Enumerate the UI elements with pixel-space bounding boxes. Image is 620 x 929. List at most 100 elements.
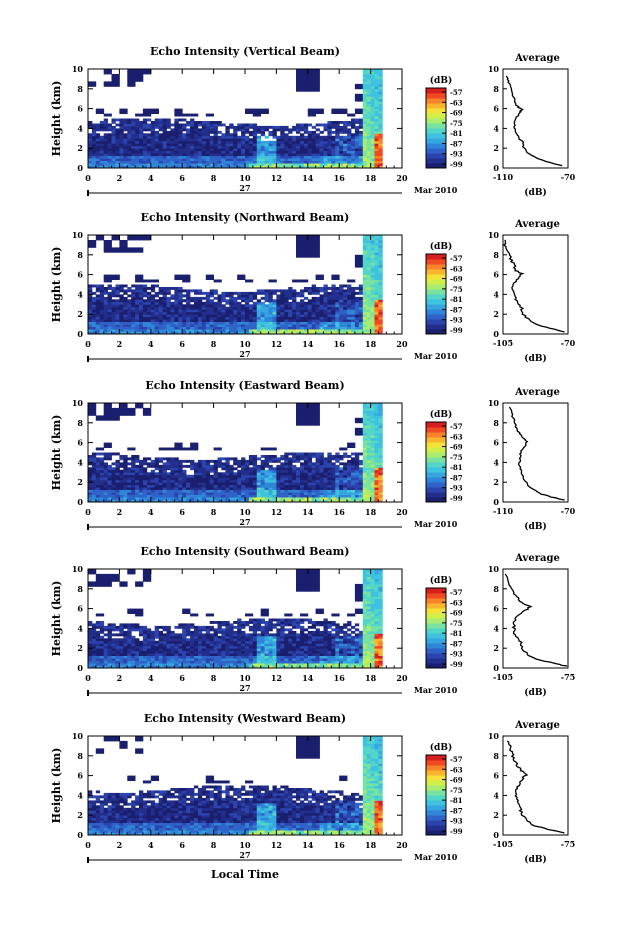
heatmap-cell [264,474,269,478]
heatmap-cell [296,249,301,253]
heatmap-cell [158,135,163,139]
heatmap-cell [354,259,360,263]
heatmap-cell [178,113,183,117]
heatmap-cell [186,296,191,300]
heatmap-cell [111,492,116,495]
heatmap-cell [95,145,101,149]
heatmap-cell [358,331,364,335]
heatmap-cell [241,163,246,166]
heatmap-cell [276,163,281,166]
y-tick-label: 8 [77,84,83,94]
heatmap-cell [127,492,132,495]
heatmap-cell [142,319,148,322]
heatmap-cell [139,311,144,315]
heatmap-cell [178,316,183,320]
heatmap-cell [284,304,289,308]
heatmap-cell [123,455,128,458]
heatmap-cell [366,133,371,137]
heatmap-cell [209,274,214,278]
heatmap-cell [370,252,375,256]
heatmap-cell [296,311,301,315]
heatmap-cell [292,497,297,500]
heatmap-cell [146,296,152,300]
heatmap-cell [166,304,171,308]
heatmap-cell [272,494,277,498]
heatmap-cell [146,123,152,127]
heatmap-cell [127,69,132,72]
avg-y-tick-label: 2 [493,309,499,319]
heatmap-cell [311,153,316,157]
heatmap-cell [103,306,108,310]
heatmap-cell [374,284,379,288]
heatmap-cell [166,153,171,157]
heatmap-cell [131,479,136,483]
heatmap-cell [311,240,316,243]
heatmap-cell [319,494,324,498]
heatmap-cell [260,291,265,295]
heatmap-cell [99,489,105,493]
heatmap-cell [315,145,320,149]
heatmap-cell [335,138,340,142]
heatmap-cell [91,306,97,310]
heatmap-cell [323,304,328,308]
heatmap-cell [343,148,348,152]
heatmap-cell [99,235,105,238]
heatmap-cell [146,484,152,488]
heatmap-cell [358,118,364,122]
heatmap-cell [319,309,324,313]
heatmap-cell [95,165,101,169]
heatmap-cell [190,138,195,142]
heatmap-cell [135,457,140,461]
heatmap-cell [233,133,238,137]
heatmap-cell [343,499,348,503]
heatmap-cell [233,130,238,134]
heatmap-cell [319,130,324,134]
heatmap-cell [327,329,332,332]
heatmap-cell [256,140,262,144]
heatmap-cell [245,306,250,310]
heatmap-cell [139,329,144,332]
day-label: 27 [239,183,250,193]
heatmap-cell [252,479,258,483]
heatmap-cell [347,326,352,330]
heatmap-cell [354,331,360,335]
heatmap-cell [190,326,195,330]
heatmap-cell [186,304,191,308]
heatmap-cell [296,309,301,313]
heatmap-cell [311,319,316,322]
heatmap-cell [315,462,320,466]
heatmap-cell [303,482,309,486]
heatmap-cell [197,289,203,293]
heatmap-cell [209,459,214,463]
heatmap-cell [213,150,218,154]
heatmap-cell [315,469,320,473]
heatmap-cell [252,160,258,164]
heatmap-cell [131,457,136,461]
heatmap-cell [256,319,262,322]
heatmap-cell [374,321,379,325]
heatmap-cell [190,329,195,332]
heatmap-cell [351,326,356,330]
heatmap-cell [217,148,222,152]
heatmap-cell [135,135,140,139]
heatmap-cell [119,143,124,147]
heatmap-cell [115,138,120,142]
heatmap-cell [182,125,187,129]
heatmap-cell [268,289,273,293]
heatmap-cell [142,118,148,122]
heatmap-cell [233,321,238,325]
heatmap-cell [315,111,320,114]
heatmap-cell [264,299,269,303]
heatmap-cell [354,153,360,157]
heatmap-cell [245,484,250,488]
heatmap-cell [362,472,368,476]
heatmap-cell [146,128,152,132]
heatmap-cell [300,472,305,476]
heatmap-cell [135,113,140,117]
colorbar-swatch [426,93,446,99]
heatmap-cell [119,121,124,124]
heatmap-cell [135,163,140,166]
heatmap-cell [154,158,159,161]
heatmap-cell [162,299,167,303]
